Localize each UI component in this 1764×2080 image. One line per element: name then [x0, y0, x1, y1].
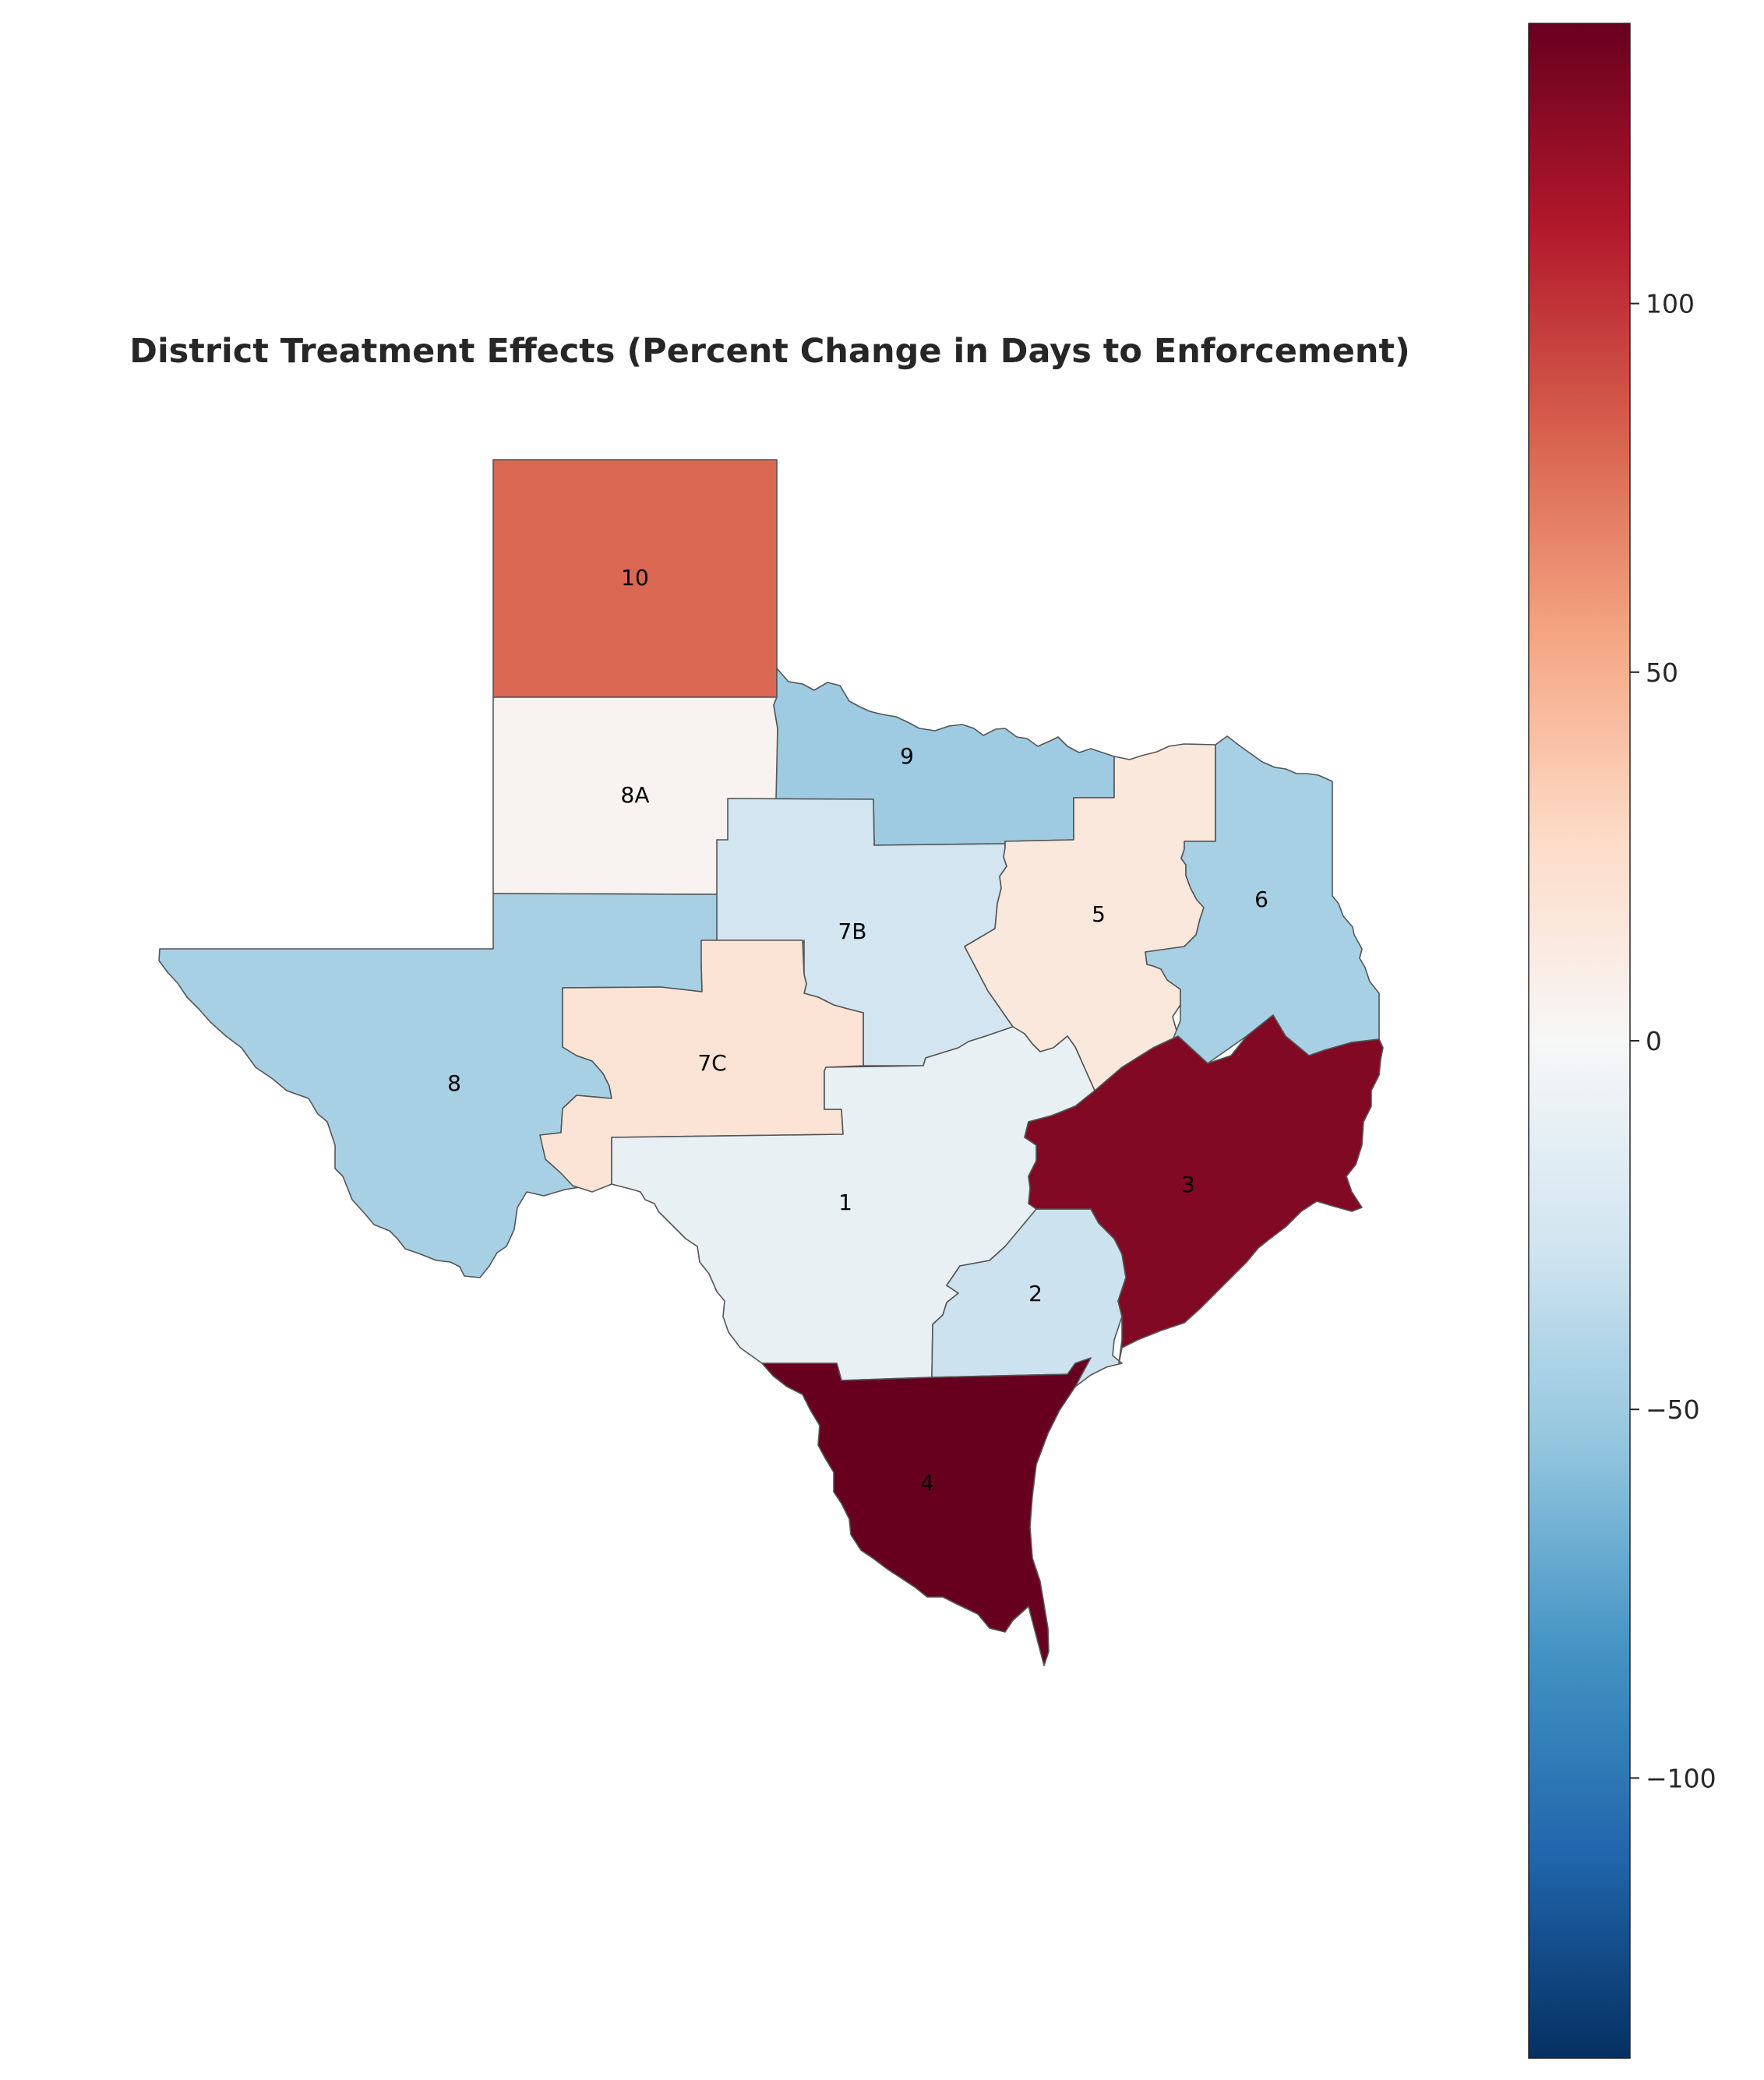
colorbar-tick-label: 100: [1646, 289, 1695, 319]
district-label-4: 4: [920, 1470, 934, 1496]
district-label-7C: 7C: [697, 1050, 726, 1076]
district-label-9: 9: [900, 743, 914, 769]
colorbar-tick-label: −100: [1646, 1763, 1716, 1793]
district-labels: 10 8A 9 7B 5 6 8 7C 1 2 3 4: [447, 565, 1268, 1496]
district-label-3: 3: [1181, 1172, 1195, 1197]
district-label-10: 10: [621, 565, 649, 591]
colorbar-tick-label: 0: [1646, 1026, 1662, 1056]
district-region-7C[interactable]: [539, 940, 864, 1193]
district-label-5: 5: [1092, 901, 1106, 927]
district-region-3[interactable]: [1024, 1014, 1384, 1364]
colorbar-gradient: [1528, 23, 1631, 2059]
colorbar-tick-label: −50: [1646, 1394, 1700, 1425]
colorbar-tick-label: 50: [1646, 657, 1678, 688]
district-label-1: 1: [838, 1190, 852, 1215]
colorbar: 100 50 0 −50 −100: [1528, 23, 1716, 2059]
district-label-8A: 8A: [621, 782, 650, 808]
district-label-2: 2: [1028, 1281, 1043, 1306]
district-region-4[interactable]: [761, 1357, 1092, 1666]
map-title: District Treatment Effects (Percent Chan…: [129, 332, 1409, 371]
colorbar-ticks: 100 50 0 −50 −100: [1630, 289, 1716, 1793]
district-label-6: 6: [1254, 887, 1268, 912]
district-regions: [158, 459, 1384, 1666]
district-label-8: 8: [447, 1070, 461, 1096]
district-label-7B: 7B: [838, 918, 866, 944]
